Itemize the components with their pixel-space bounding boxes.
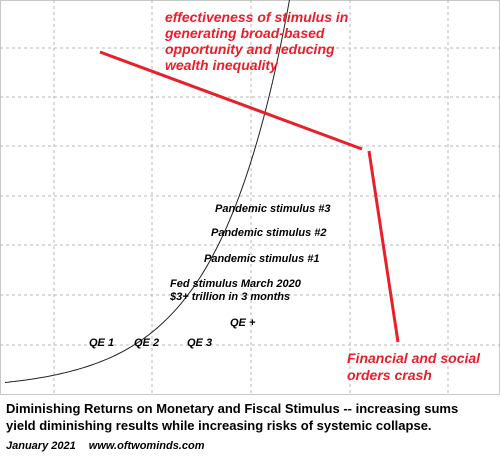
point-annotation-0-line-0: QE 1	[89, 337, 114, 349]
top-annotation-line-0: effectiveness of stimulus in	[165, 9, 348, 25]
point-annotation-2-line-0: QE 3	[187, 337, 212, 349]
point-annotation-4-line-1: $3+ trillion in 3 months	[169, 291, 290, 303]
grid	[0, 0, 500, 394]
top-annotation-line-3: wealth inequality	[165, 57, 279, 73]
caption-line-2: yield diminishing results while increasi…	[6, 418, 432, 433]
chart-caption: Diminishing Returns on Monetary and Fisc…	[6, 400, 496, 434]
top-annotation-line-2: opportunity and reducing	[165, 41, 335, 57]
chart: QE 1 QE 2 QE 3 QE + Fed stimulus March 2020$…	[0, 0, 500, 395]
point-annotations: QE 1 QE 2 QE 3 QE + Fed stimulus March 2020$…	[89, 203, 331, 349]
red-line-bottom	[367, 150, 400, 343]
red-pointer-lines	[99, 50, 400, 343]
point-annotation-4-line-0: Fed stimulus March 2020	[170, 278, 302, 290]
caption-date: January 2021	[6, 440, 76, 452]
bottom-annotation-line-1: orders crash	[347, 367, 432, 383]
dateline: January 2021 www.oftwominds.com	[6, 440, 215, 452]
point-annotation-1-line-0: QE 2	[134, 337, 159, 349]
red-line-top	[99, 50, 363, 151]
bottom-annotation-line-0: Financial and social	[347, 350, 481, 366]
point-annotation-7-line-0: Pandemic stimulus #3	[215, 203, 331, 215]
top-annotation-line-1: generating broad-based	[164, 25, 325, 41]
exponential-curve	[4, 0, 290, 383]
caption-line-1: Diminishing Returns on Monetary and Fisc…	[6, 401, 459, 416]
point-annotation-6-line-0: Pandemic stimulus #2	[211, 227, 327, 239]
plot-border	[0, 0, 500, 395]
caption-site: www.oftwominds.com	[88, 440, 205, 452]
point-annotation-5-line-0: Pandemic stimulus #1	[204, 253, 320, 265]
point-annotation-3-line-0: QE +	[230, 317, 256, 329]
